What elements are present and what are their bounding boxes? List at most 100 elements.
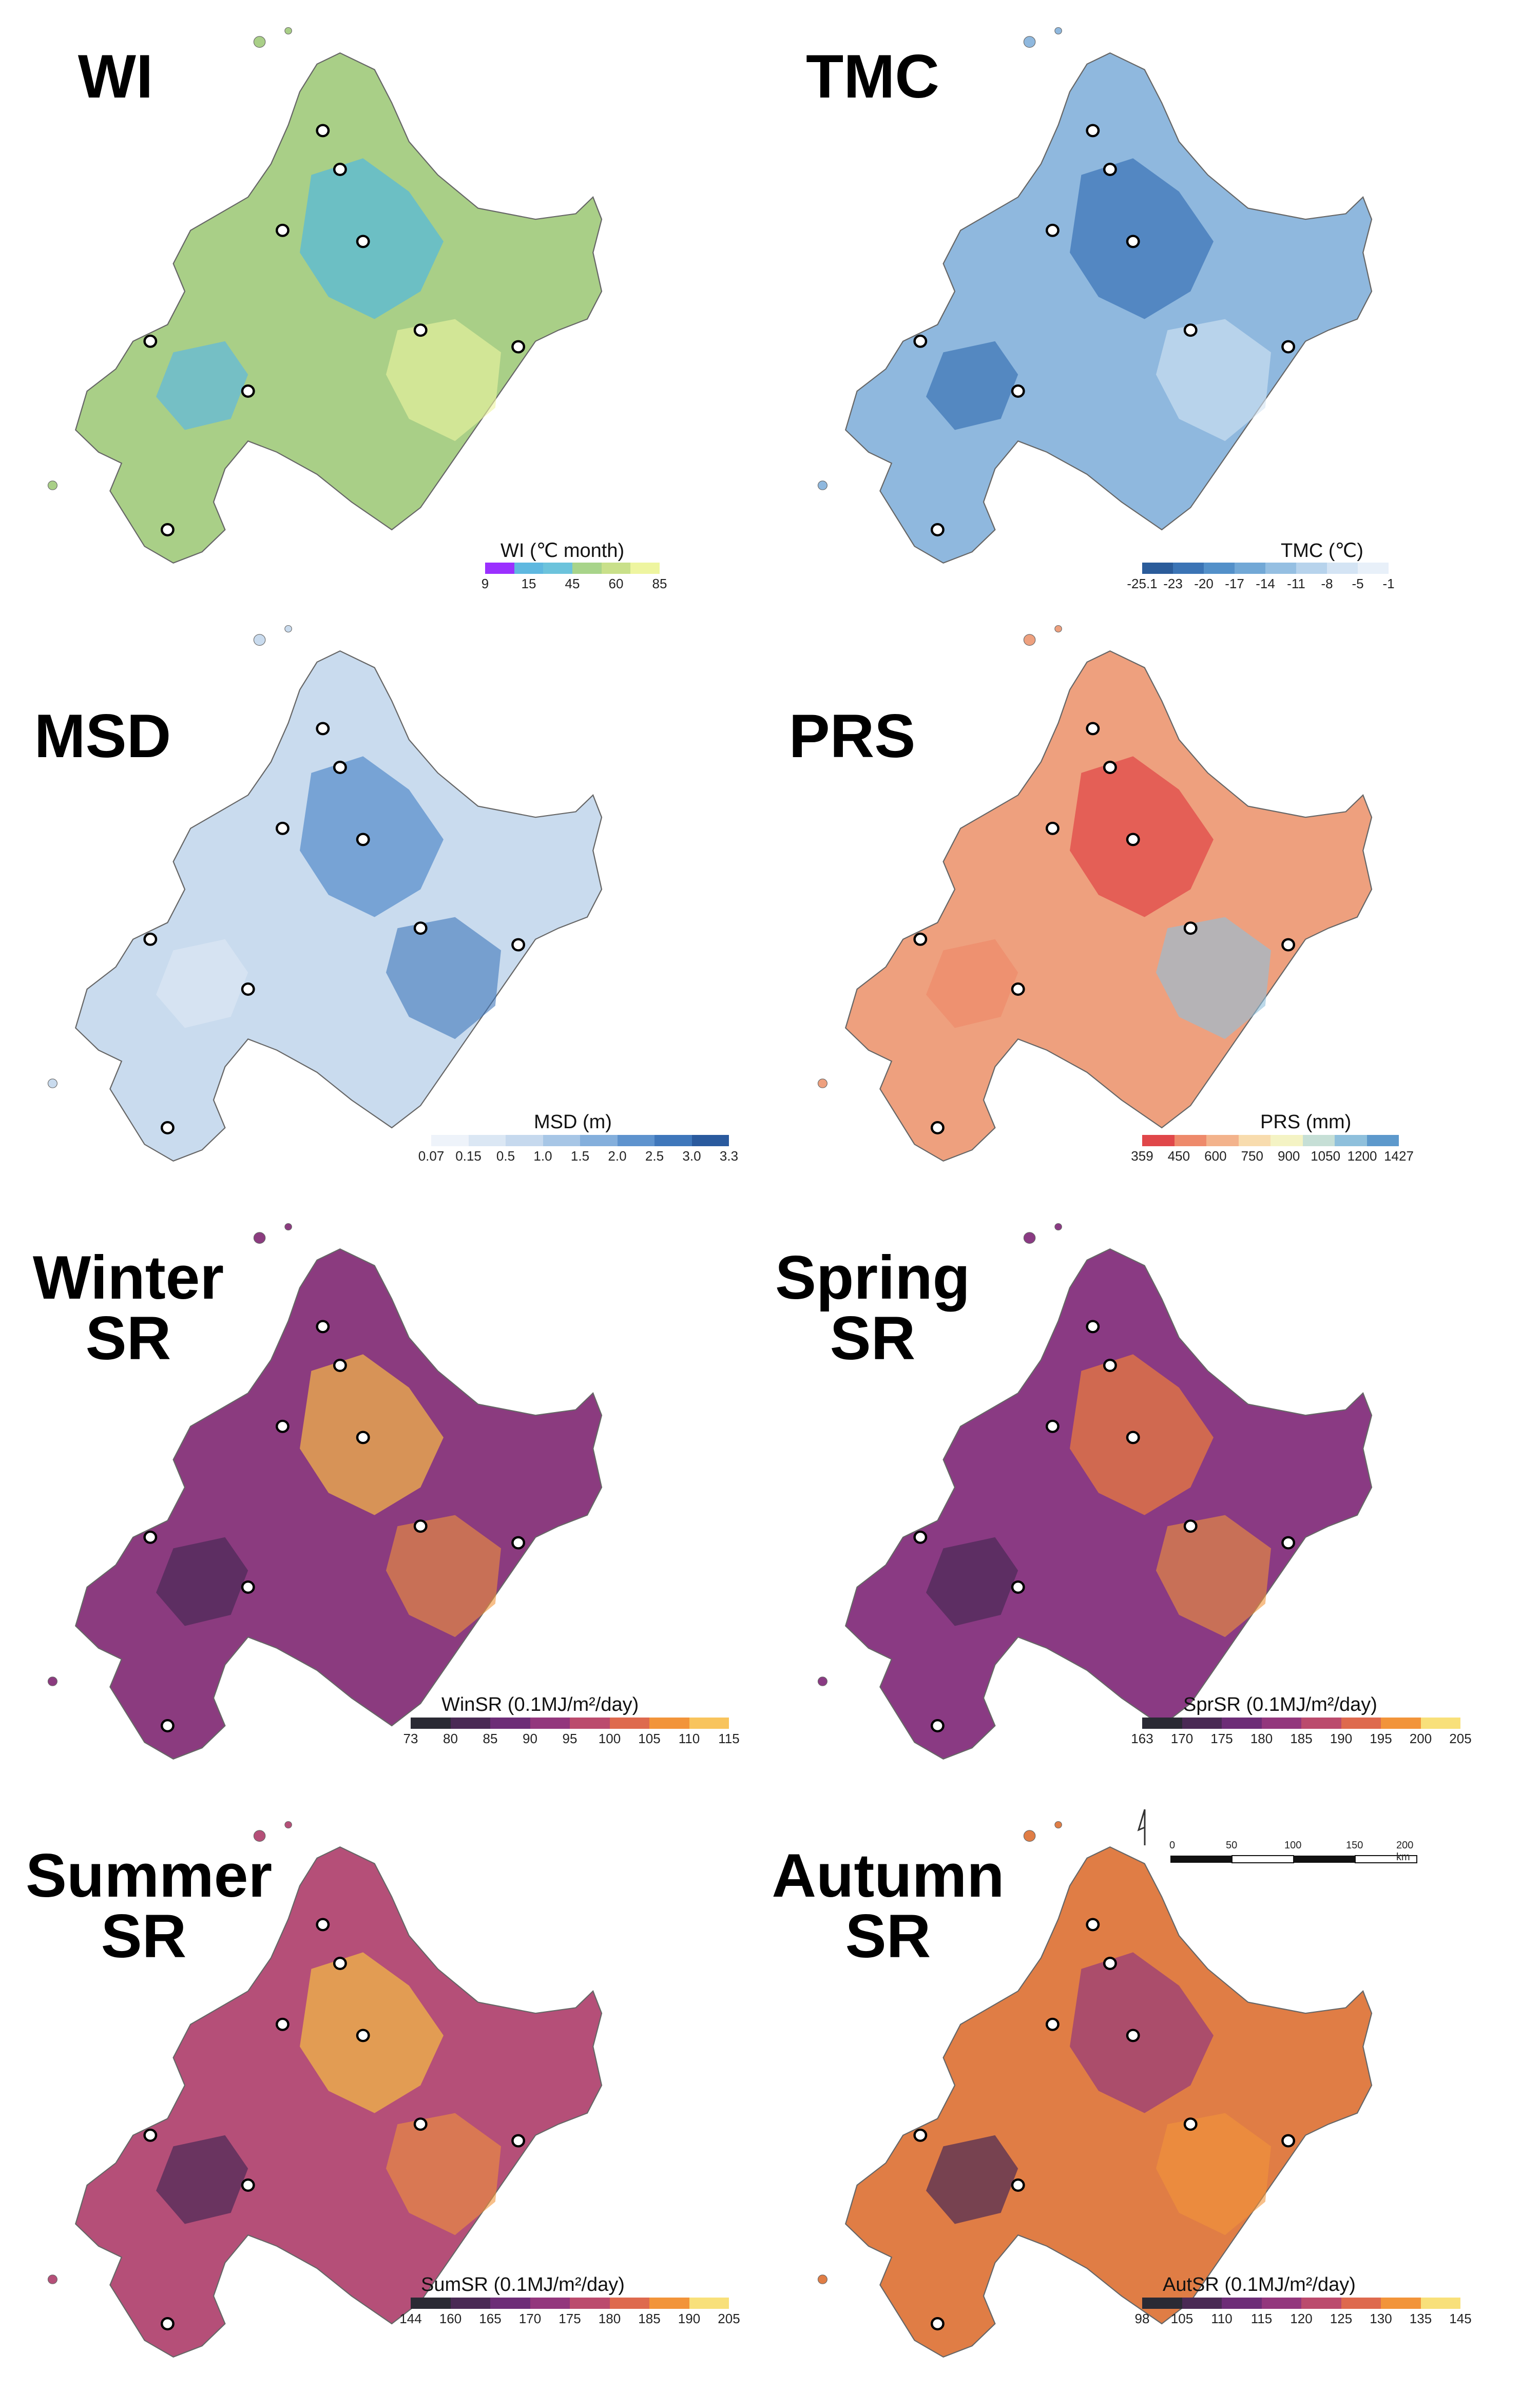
scale-bar-graphic <box>1137 1809 1417 1863</box>
small-island <box>1054 625 1062 633</box>
value-zone <box>926 939 1018 1028</box>
legend-swatch <box>1335 1135 1367 1146</box>
city-marker <box>1103 1957 1117 1970</box>
legend-swatch <box>1182 1718 1222 1729</box>
city-marker <box>1126 2029 1140 2042</box>
city-marker <box>160 1121 175 1134</box>
city-marker <box>356 833 370 846</box>
legend-swatch <box>1301 1718 1341 1729</box>
legend-tick-label: 1050 <box>1311 1148 1341 1164</box>
value-zone <box>1156 319 1271 441</box>
small-island <box>253 634 266 646</box>
legend-swatch <box>609 1718 649 1729</box>
small-island <box>1023 1232 1036 1244</box>
legend-tick-label: 190 <box>1330 1731 1353 1746</box>
city-marker <box>1126 235 1140 248</box>
legend-tick-label: 2.5 <box>645 1148 664 1164</box>
value-zone <box>1070 756 1214 917</box>
small-island <box>284 1223 292 1231</box>
island-outline <box>74 1248 603 1760</box>
city-marker <box>275 223 290 237</box>
legend-tick-label: 175 <box>559 2311 581 2326</box>
panel-msd: MSD MSD (m) 0.07 0.15 0.5 1.0 1.5 2.0 2.5 3.0 3.3 <box>0 598 770 1196</box>
legend-tick-label: 120 <box>1290 2311 1313 2326</box>
panel-title: PRS <box>788 702 916 770</box>
legend-title: SprSR (0.1MJ/m²/day) <box>1183 1694 1377 1715</box>
legend-tick-label: 105 <box>638 1731 661 1746</box>
scale-label: 50 <box>1226 1840 1238 1851</box>
small-island <box>284 27 292 35</box>
legend-swatch <box>506 1135 543 1146</box>
city-marker <box>413 2117 428 2131</box>
legend-tick-label: 180 <box>1250 1731 1273 1746</box>
island-outline <box>74 52 603 564</box>
city-marker <box>356 2029 370 2042</box>
panel-winter-sr: Winter SR WinSR (0.1MJ/m²/day) 73 80 85 90 95 1… <box>0 1196 770 1794</box>
panel-prs: PRS PRS (mm) 359 450 600 750 900 1050 1200 1427 <box>770 598 1540 1196</box>
island-map <box>817 625 1373 1162</box>
legend-swatch <box>1341 1718 1381 1729</box>
panel-title: MSD <box>34 702 171 770</box>
legend-swatch <box>450 2298 490 2309</box>
island-map <box>817 27 1373 564</box>
legend-tick-label: 2.0 <box>608 1148 627 1164</box>
legend: WinSR (0.1MJ/m²/day) 73 80 85 90 95 100 105 110 1… <box>403 1694 740 1746</box>
city-marker <box>1045 223 1060 237</box>
legend-tick-label: 135 <box>1409 2311 1432 2326</box>
legend-swatch <box>1270 1135 1303 1146</box>
legend-tick-label: -25.1 <box>1127 576 1158 591</box>
small-island <box>284 1821 292 1829</box>
city-marker <box>1011 1580 1025 1594</box>
legend-swatch <box>490 1718 530 1729</box>
legend-tick-label: 115 <box>1250 2311 1273 2326</box>
city-marker <box>316 124 330 138</box>
value-zone <box>156 1537 248 1626</box>
island-outline <box>844 1846 1373 2358</box>
map-canvas <box>817 625 1373 1162</box>
city-marker <box>413 921 428 935</box>
city-marker <box>511 2134 526 2148</box>
legend-swatch <box>1174 1135 1206 1146</box>
city-marker <box>1281 938 1296 952</box>
panel-title: TMC <box>806 42 939 111</box>
legend-tick-label: 195 <box>1370 1731 1392 1746</box>
legend-tick-label: 205 <box>718 2311 740 2326</box>
city-marker <box>913 334 928 348</box>
scale-label: 0 <box>1169 1840 1176 1851</box>
legend-swatch <box>691 1135 729 1146</box>
value-zone <box>156 2135 248 2224</box>
city-marker <box>1086 722 1100 736</box>
island-map <box>47 1821 603 2358</box>
small-island <box>253 36 266 48</box>
legend-swatch <box>1358 563 1389 574</box>
value-zone <box>1156 2113 1271 2235</box>
legend-swatch <box>1366 1135 1399 1146</box>
city-marker <box>1183 2117 1198 2131</box>
city-marker <box>1086 124 1100 138</box>
city-marker <box>1183 921 1198 935</box>
city-marker <box>1126 1431 1140 1444</box>
city-marker <box>1045 1419 1060 1433</box>
legend-swatch <box>450 1718 490 1729</box>
city-marker <box>333 1359 347 1372</box>
city-marker <box>143 2128 158 2142</box>
city-marker <box>930 1121 945 1134</box>
legend-title: MSD (m) <box>534 1111 612 1133</box>
value-zone <box>156 939 248 1028</box>
legend-tick-label: 170 <box>1170 1731 1194 1746</box>
map-canvas <box>817 1821 1373 2358</box>
island-map <box>817 1821 1373 2358</box>
city-marker <box>511 340 526 354</box>
island-outline <box>74 650 603 1162</box>
legend-tick-label: 73 <box>403 1731 418 1746</box>
legend-tick-label: 3.0 <box>682 1148 701 1164</box>
value-zone <box>156 341 248 430</box>
city-marker <box>913 2128 928 2142</box>
city-marker <box>413 1519 428 1533</box>
legend-color-bar <box>1142 2298 1460 2309</box>
scale-label: 150 <box>1346 1840 1363 1851</box>
legend-swatch <box>1381 2298 1421 2309</box>
map-canvas <box>47 27 603 564</box>
legend-swatch <box>1238 1135 1270 1146</box>
legend-tick-label: 105 <box>1170 2311 1194 2326</box>
